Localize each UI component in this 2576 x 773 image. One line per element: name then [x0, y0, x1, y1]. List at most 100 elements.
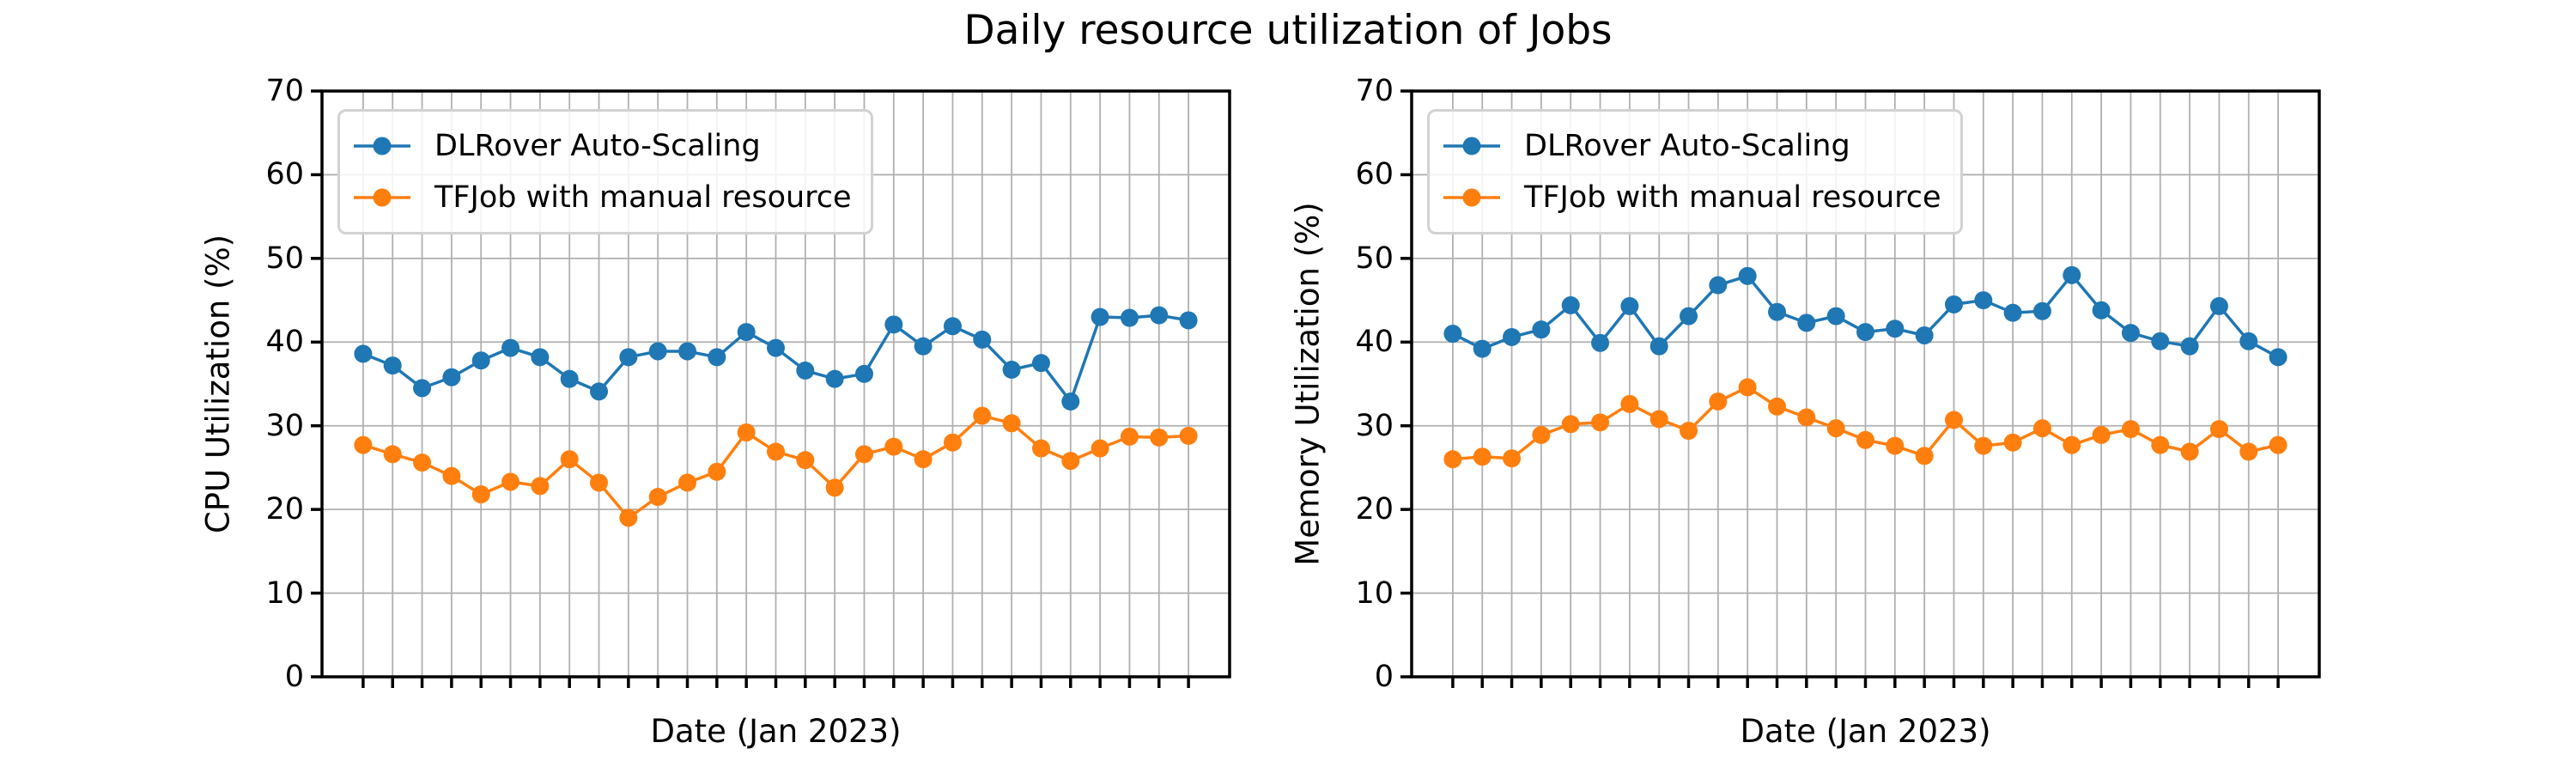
- left-data-point: [796, 451, 815, 470]
- right-data-point: [1473, 339, 1492, 358]
- left-data-point: [767, 442, 785, 461]
- left-data-point: [914, 337, 933, 356]
- right-data-point: [2209, 296, 2228, 315]
- legend-label: TFJob with manual resource: [434, 180, 852, 215]
- left-y-tick-label: 30: [265, 408, 304, 443]
- left-data-point: [1002, 360, 1021, 379]
- right-data-point: [2209, 420, 2228, 439]
- right-data-point: [1856, 430, 1874, 449]
- right-data-point: [1826, 419, 1845, 438]
- left-data-point: [501, 472, 520, 491]
- right-data-point: [1768, 302, 1787, 321]
- right-data-point: [2092, 425, 2111, 444]
- left-data-point: [590, 473, 609, 492]
- right-data-point: [1503, 327, 1522, 346]
- right-data-point: [2151, 332, 2170, 350]
- right-data-point: [1443, 450, 1462, 469]
- left-data-point: [413, 453, 432, 472]
- right-data-point: [1886, 436, 1905, 455]
- right-data-point: [1620, 296, 1639, 315]
- orange-line-marker-icon: [1443, 188, 1500, 207]
- left-data-point: [383, 356, 402, 375]
- right-data-point: [2092, 301, 2111, 320]
- right-data-point: [1443, 325, 1462, 344]
- right-y-tick-label: 20: [1355, 492, 1394, 527]
- legend-item-dlrover: DLRover Auto-Scaling: [1442, 120, 1941, 172]
- right-data-point: [1561, 415, 1580, 434]
- right-data-point: [2239, 442, 2258, 461]
- right-data-point: [1797, 313, 1816, 332]
- right-data-point: [1532, 320, 1551, 339]
- left-legend: DLRover Auto-Scaling TFJob with manual r…: [337, 109, 873, 234]
- right-y-tick-label: 60: [1355, 157, 1394, 192]
- left-data-point: [943, 433, 962, 452]
- right-data-point: [2121, 420, 2140, 439]
- left-data-point: [1091, 439, 1109, 458]
- right-data-point: [1709, 276, 1728, 295]
- right-data-point: [1649, 337, 1668, 356]
- figure-title: Daily resource utilization of Jobs: [963, 7, 1613, 54]
- left-y-tick-label: 50: [265, 240, 304, 276]
- left-data-point: [648, 488, 667, 507]
- left-data-point: [943, 317, 962, 336]
- left-y-tick-label: 60: [265, 157, 304, 192]
- left-y-tick-label: 40: [265, 325, 304, 360]
- right-data-point: [1503, 449, 1522, 468]
- left-data-point: [708, 348, 726, 367]
- left-data-point: [1031, 354, 1050, 373]
- left-data-point: [825, 478, 844, 497]
- right-data-point: [1532, 425, 1551, 444]
- left-data-point: [1061, 452, 1080, 471]
- right-y-tick-label: 0: [1374, 660, 1394, 694]
- left-data-point: [354, 344, 373, 363]
- right-data-point: [2269, 348, 2287, 367]
- blue-line-marker-icon: [1443, 137, 1500, 155]
- left-data-point: [619, 508, 638, 527]
- right-data-point: [1974, 291, 1993, 310]
- right-data-point: [2003, 303, 2022, 322]
- left-data-point: [973, 330, 992, 349]
- right-data-point: [1738, 266, 1757, 285]
- right-legend: DLRover Auto-Scaling TFJob with manual r…: [1427, 109, 1963, 234]
- left-data-point: [767, 338, 785, 357]
- right-data-point: [1473, 447, 1492, 466]
- right-data-point: [1886, 320, 1905, 338]
- orange-line-marker-icon: [354, 188, 410, 207]
- right-data-point: [1826, 307, 1845, 326]
- legend-item-dlrover: DLRover Auto-Scaling: [352, 120, 852, 172]
- left-data-point: [531, 477, 550, 496]
- left-y-tick-label: 0: [284, 660, 304, 694]
- right-data-point: [1915, 447, 1934, 466]
- left-data-point: [884, 315, 903, 334]
- left-data-point: [1150, 428, 1169, 447]
- left-data-point: [442, 368, 461, 386]
- right-data-point: [2032, 419, 2051, 438]
- right-data-point: [1561, 295, 1580, 314]
- left-data-point: [1120, 308, 1139, 327]
- left-data-point: [560, 450, 579, 469]
- left-data-point: [737, 423, 756, 442]
- left-data-point: [354, 435, 373, 454]
- left-data-point: [590, 382, 609, 401]
- left-data-point: [1061, 392, 1080, 411]
- left-data-point: [619, 348, 638, 367]
- right-data-point: [2269, 435, 2287, 454]
- left-data-point: [973, 406, 992, 425]
- right-data-point: [1649, 410, 1668, 429]
- right-data-point: [2003, 433, 2022, 452]
- left-y-tick-label: 10: [265, 575, 304, 611]
- right-data-point: [2063, 435, 2081, 454]
- left-data-point: [737, 323, 756, 342]
- left-data-point: [1179, 426, 1198, 445]
- right-y-tick-label: 40: [1355, 325, 1394, 360]
- right-data-point: [1620, 394, 1639, 413]
- left-data-point: [854, 445, 873, 464]
- right-data-point: [2121, 324, 2140, 343]
- left-y-tick-label: 20: [265, 492, 304, 527]
- left-y-tick-label: 70: [265, 74, 304, 108]
- right-y-tick-label: 70: [1355, 74, 1394, 108]
- right-data-point: [1944, 411, 1963, 429]
- left-data-point: [471, 485, 490, 504]
- left-data-point: [1120, 427, 1139, 446]
- legend-label: TFJob with manual resource: [1524, 180, 1941, 215]
